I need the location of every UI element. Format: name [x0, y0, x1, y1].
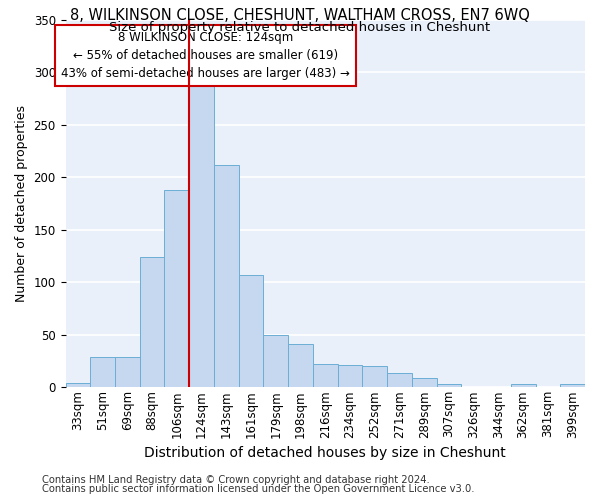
Bar — [560, 384, 585, 388]
Bar — [437, 384, 461, 388]
Bar — [115, 357, 140, 388]
Bar — [387, 372, 412, 388]
Bar — [239, 275, 263, 388]
Y-axis label: Number of detached properties: Number of detached properties — [15, 105, 28, 302]
Bar — [338, 365, 362, 388]
Bar — [288, 344, 313, 388]
Bar — [412, 378, 437, 388]
Bar — [189, 78, 214, 388]
Text: Contains public sector information licensed under the Open Government Licence v3: Contains public sector information licen… — [42, 484, 475, 494]
Bar — [263, 335, 288, 388]
Text: 8, WILKINSON CLOSE, CHESHUNT, WALTHAM CROSS, EN7 6WQ: 8, WILKINSON CLOSE, CHESHUNT, WALTHAM CR… — [70, 8, 530, 22]
Bar — [313, 364, 338, 388]
Bar — [511, 384, 536, 388]
Bar — [214, 165, 239, 388]
Text: Contains HM Land Registry data © Crown copyright and database right 2024.: Contains HM Land Registry data © Crown c… — [42, 475, 430, 485]
Text: Size of property relative to detached houses in Cheshunt: Size of property relative to detached ho… — [109, 21, 491, 34]
Bar — [90, 357, 115, 388]
Bar — [362, 366, 387, 388]
Text: 8 WILKINSON CLOSE: 124sqm
← 55% of detached houses are smaller (619)
43% of semi: 8 WILKINSON CLOSE: 124sqm ← 55% of detac… — [61, 31, 350, 80]
Bar — [164, 190, 189, 388]
X-axis label: Distribution of detached houses by size in Cheshunt: Distribution of detached houses by size … — [145, 446, 506, 460]
Bar — [140, 257, 164, 388]
Bar — [65, 383, 90, 388]
